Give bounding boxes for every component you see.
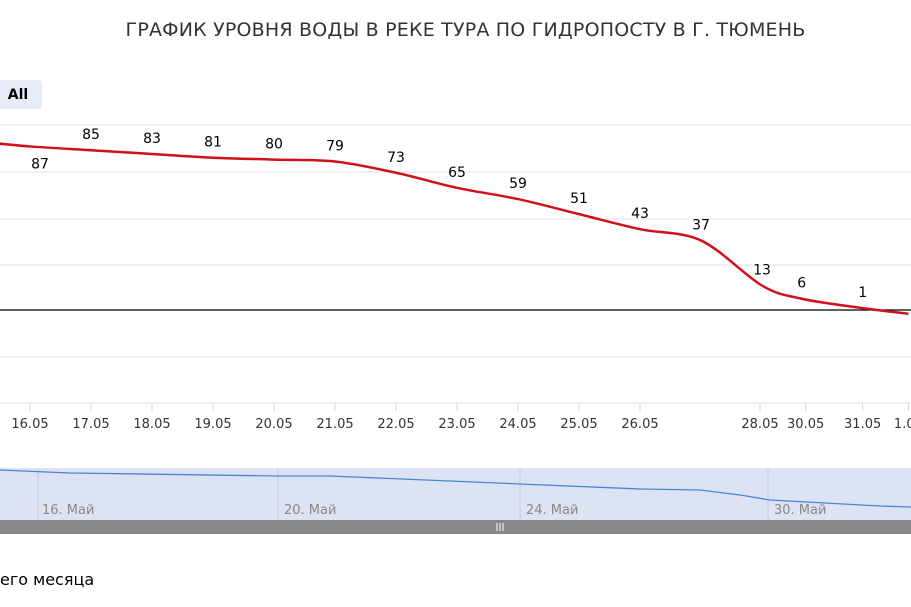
navigator-tick-label: 30. Май — [774, 503, 826, 518]
data-label: 80 — [265, 137, 283, 153]
x-tick-label: 20.05 — [255, 417, 292, 432]
x-tick-label: 17.05 — [72, 417, 109, 432]
x-tick-label: 22.05 — [377, 417, 414, 432]
data-labels: 87 85 83 81 80 79 73 65 59 51 43 37 13 6 1 — [31, 127, 867, 301]
data-label: 13 — [753, 263, 771, 279]
x-tick-label: 19.05 — [194, 417, 231, 432]
series-line[interactable] — [0, 142, 909, 316]
data-label: 65 — [448, 165, 466, 181]
data-label: 1 — [858, 285, 867, 301]
data-label: 73 — [387, 150, 405, 166]
navigator-tick-label: 24. Май — [526, 503, 578, 518]
range-all-button[interactable]: All — [0, 80, 42, 109]
navigator-scrollbar — [0, 520, 911, 534]
data-label: 51 — [570, 191, 588, 207]
x-tick-label: 26.05 — [621, 417, 658, 432]
footer-text: его месяца — [0, 570, 95, 589]
navigator[interactable]: 16. Май 20. Май 24. Май 30. Май — [0, 468, 911, 534]
data-label: 79 — [326, 138, 344, 154]
navigator-mask — [0, 468, 911, 520]
x-tick-label: 21.05 — [316, 417, 353, 432]
data-label: 81 — [204, 135, 222, 151]
navigator-tick-label: 20. Май — [284, 503, 336, 518]
data-label: 87 — [31, 156, 49, 172]
data-label: 83 — [143, 131, 161, 147]
x-tick-label: 23.05 — [438, 417, 475, 432]
x-tick-label: 24.05 — [499, 417, 536, 432]
data-label: 43 — [631, 206, 649, 222]
data-label: 59 — [509, 176, 527, 192]
x-axis: 16.05 17.05 18.05 19.05 20.05 21.05 22.05 23.05… — [11, 403, 911, 432]
data-label: 85 — [82, 127, 100, 143]
x-tick-label: 18.05 — [133, 417, 170, 432]
data-label: 6 — [797, 276, 806, 292]
x-tick-label: 30.05 — [787, 417, 824, 432]
chart-title: ГРАФИК УРОВНЯ ВОДЫ В РЕКЕ ТУРА ПО ГИДРОП… — [125, 19, 806, 41]
x-tick-label: 28.05 — [741, 417, 778, 432]
x-tick-label: 31.05 — [844, 417, 881, 432]
x-tick-label: 25.05 — [560, 417, 597, 432]
navigator-tick-label: 16. Май — [42, 503, 94, 518]
x-tick-label: 16.05 — [11, 417, 48, 432]
x-tick-label: 1.06 — [894, 417, 911, 432]
navigator-series-line — [0, 469, 911, 508]
data-label: 37 — [692, 217, 710, 233]
scrollbar-grip-icon — [496, 523, 504, 531]
